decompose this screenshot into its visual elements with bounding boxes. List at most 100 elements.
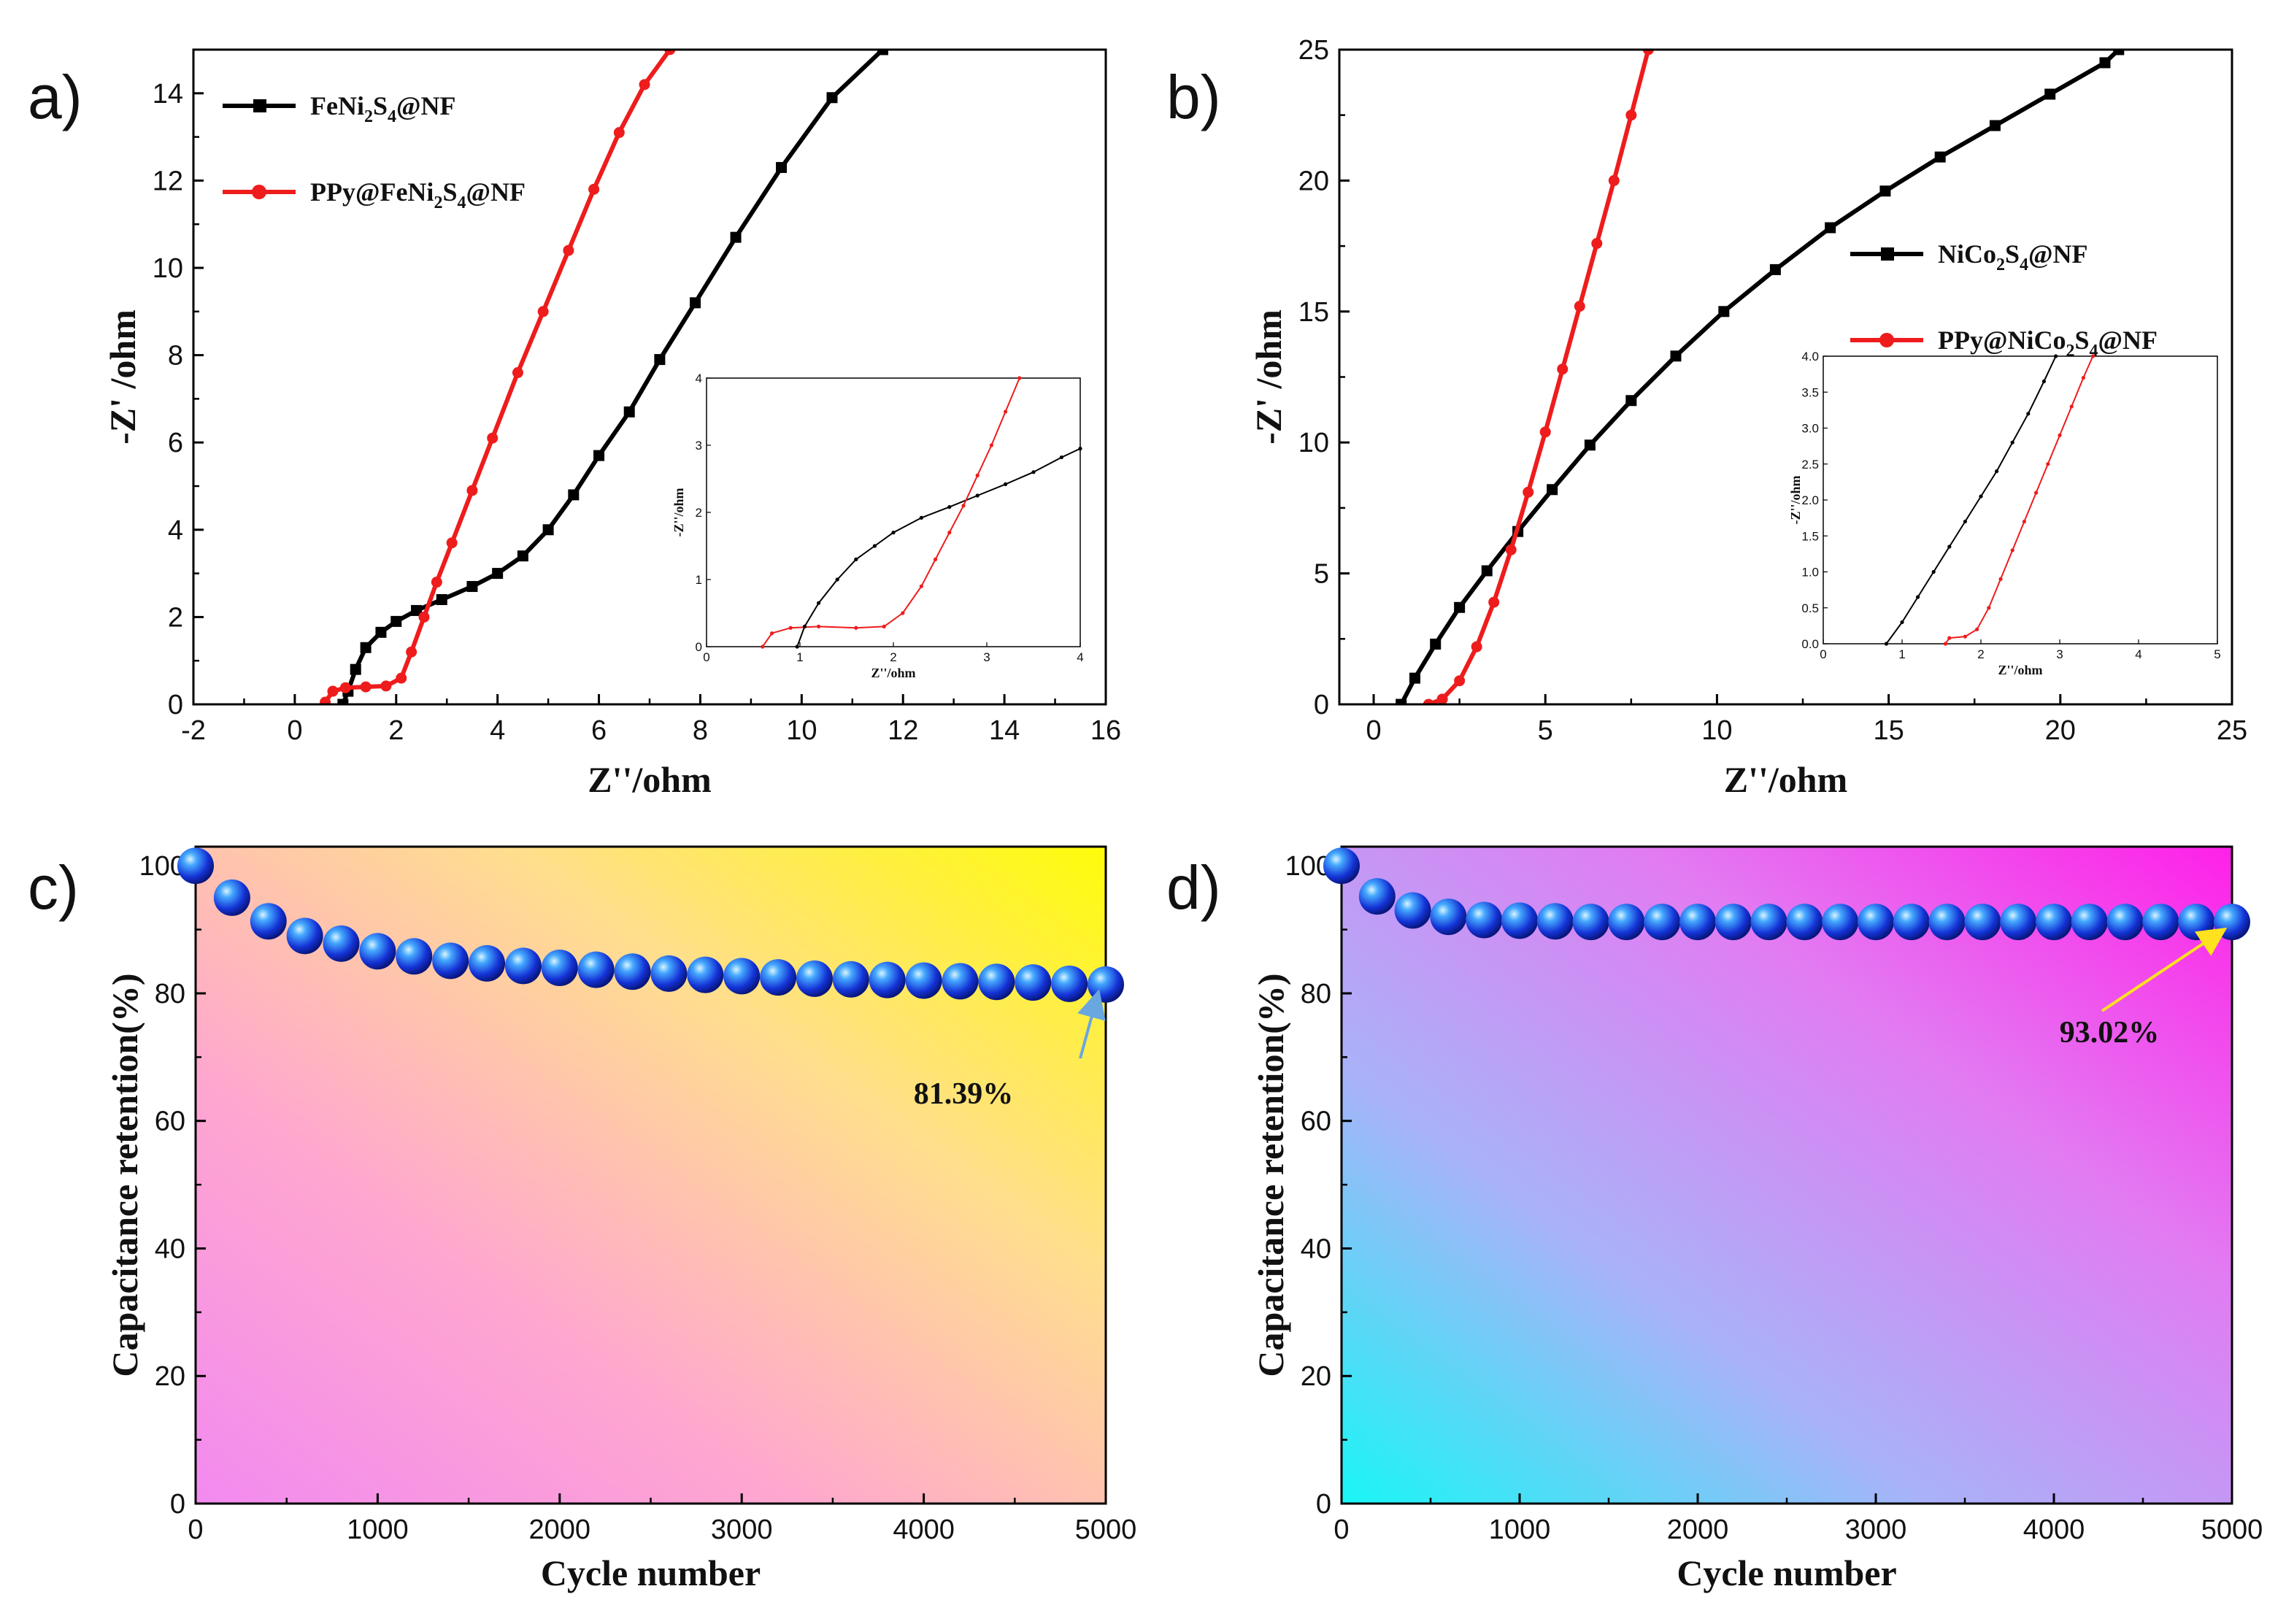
inset-data-point [854, 557, 858, 562]
x-tick-label: 2 [890, 650, 896, 664]
data-point-square [1769, 263, 1781, 275]
data-point-circle [446, 537, 458, 549]
data-point-circle [1471, 641, 1482, 653]
panel-label: a) [28, 63, 82, 131]
y-tick-label: 20 [1301, 1361, 1331, 1392]
inset-data-point [1017, 376, 1022, 380]
y-tick-label: 0 [168, 690, 183, 720]
annotation-label: 81.39% [914, 1077, 1014, 1111]
inset-data-point [2058, 433, 2062, 437]
inset-data-point [934, 557, 938, 562]
data-point-sphere [1572, 904, 1609, 941]
data-point-circle [613, 127, 625, 139]
data-point-sphere [2036, 904, 2072, 941]
inset-data-point [1987, 606, 1991, 610]
inset-data-point [1979, 494, 1983, 499]
x-tick-label: 20 [2045, 715, 2076, 746]
inset-background [707, 378, 1080, 647]
data-point-square [390, 615, 402, 627]
data-point-square [1625, 395, 1637, 407]
data-point-sphere [1928, 904, 1966, 941]
data-point-square [1409, 672, 1420, 684]
inset-data-point [1900, 620, 1904, 625]
data-point-sphere [1051, 965, 1088, 1002]
data-point-sphere [432, 942, 469, 980]
data-point-sphere [1466, 901, 1503, 939]
y-tick-label: 20 [1298, 166, 1329, 196]
data-point-sphere [359, 933, 396, 970]
data-point-sphere [2000, 904, 2037, 941]
panel-d-retention-chart: d)0 1000 2000 3000 4000 500002040608010093.02… [1166, 845, 2263, 1593]
y-tick-label: 40 [1301, 1234, 1331, 1264]
data-point-circle [639, 79, 650, 91]
inset-data-point [919, 584, 923, 588]
x-tick-label: 5000 [2201, 1515, 2263, 1545]
x-tick-label: 10 [1701, 715, 1732, 746]
x-axis-title: Cycle number [541, 1552, 761, 1593]
data-point-sphere [286, 917, 323, 955]
data-point-sphere [2106, 904, 2144, 941]
legend-text: PPy@NiCo [1938, 326, 2066, 355]
data-point-sphere [577, 951, 615, 988]
annotation-arrow [1077, 988, 1106, 1059]
data-point-circle [563, 245, 574, 256]
x-tick-label: 0 [1820, 647, 1826, 661]
y-axis-title: Capacitance retention(%) [1250, 973, 1291, 1377]
inset-y-axis-title: -Z''/ohm [1788, 475, 1803, 524]
inset-data-point [1931, 569, 1936, 574]
data-point-circle [664, 50, 676, 55]
y-tick-label: 0.5 [1801, 601, 1819, 615]
y-tick-label: 60 [155, 1107, 185, 1137]
data-point-sphere [687, 956, 724, 993]
data-point-square [2099, 57, 2111, 69]
x-tick-label: 16 [1090, 715, 1121, 746]
data-point-circle [320, 696, 331, 704]
data-point-square [542, 524, 554, 536]
inset-data-point [817, 624, 821, 629]
y-tick-label: 4 [696, 372, 702, 385]
inset-data-point [1995, 469, 1999, 474]
inset-data-point [761, 644, 765, 649]
data-point-square [436, 593, 447, 605]
x-tick-label: 4 [1077, 650, 1083, 664]
data-point-sphere [1088, 966, 1124, 1003]
data-point-sphere [1430, 898, 1467, 936]
legend-marker-circle [1879, 333, 1894, 347]
legend-subscript: 4 [388, 107, 396, 126]
data-point-square [623, 406, 635, 417]
data-point-square [826, 92, 838, 104]
data-point-sphere [1015, 964, 1052, 1001]
inset-data-point [882, 624, 886, 629]
legend-text: PPy@FeNi [310, 177, 434, 207]
x-tick-label: 14 [989, 715, 1020, 746]
data-point-square [730, 231, 742, 243]
data-point-square [1481, 565, 1493, 577]
x-tick-label: 5 [2214, 647, 2220, 661]
y-tick-label: 1.5 [1801, 529, 1819, 543]
data-point-sphere [1679, 904, 1716, 941]
plot-background [1342, 847, 2232, 1504]
data-point-circle [1625, 109, 1637, 121]
y-tick-label: 12 [153, 166, 183, 196]
y-tick-label: 2 [168, 602, 183, 633]
data-point-circle [1557, 363, 1569, 375]
legend-marker-circle [252, 185, 266, 199]
legend-text: @NF [2028, 239, 2087, 269]
y-tick-label: 4.0 [1801, 350, 1819, 363]
inset-x-axis-title: Z''/ohm [871, 666, 915, 680]
legend-subscript: 2 [364, 107, 373, 126]
data-point-circle [1523, 486, 1534, 498]
inset-data-point [802, 624, 807, 629]
inset-data-point [1031, 470, 1036, 474]
data-point-square [466, 581, 478, 593]
legend-text: S [373, 91, 388, 120]
data-point-circle [406, 646, 417, 658]
data-point-sphere [614, 953, 651, 990]
x-tick-label: 2000 [529, 1515, 591, 1545]
data-point-sphere [2071, 904, 2108, 941]
data-point-sphere [396, 938, 433, 975]
inset-data-point [788, 626, 793, 630]
inset-data-point [919, 515, 923, 520]
data-point-sphere [504, 947, 542, 985]
data-point-circle [1642, 50, 1654, 55]
